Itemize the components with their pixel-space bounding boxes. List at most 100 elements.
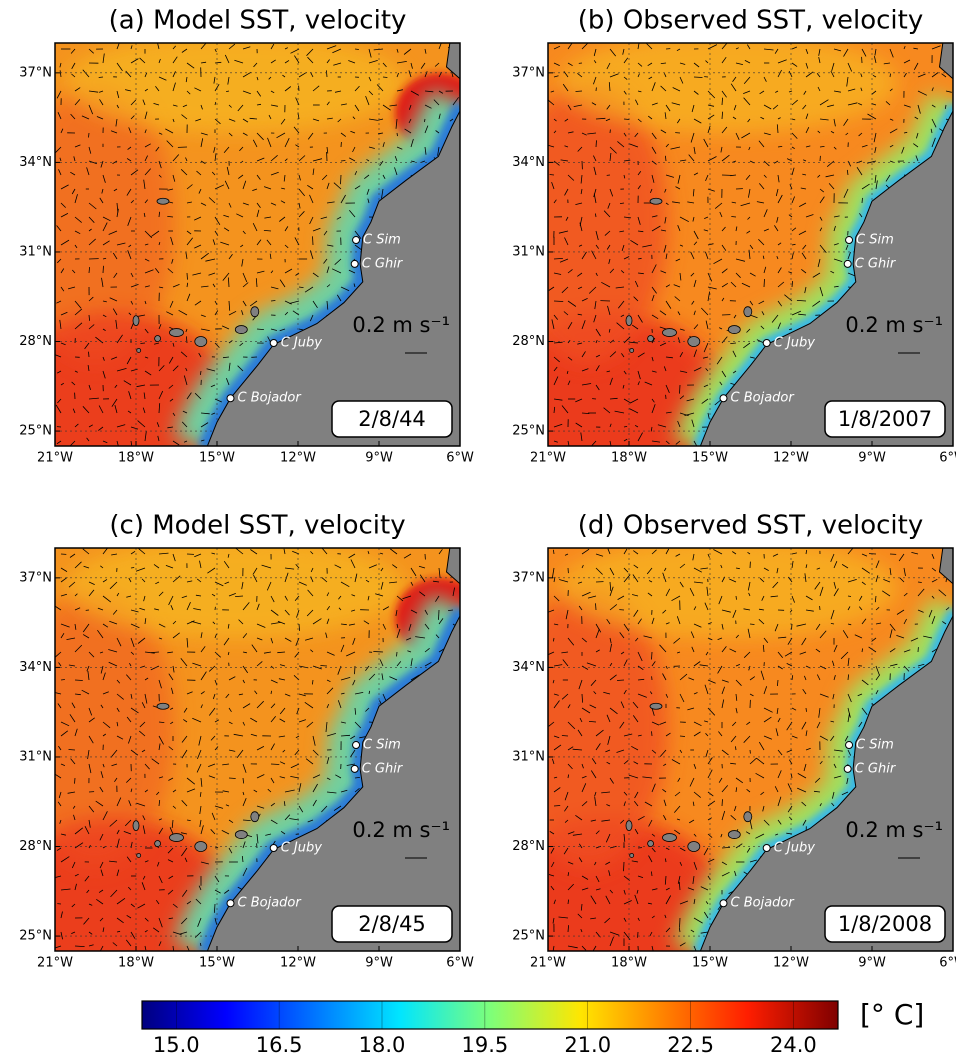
island (235, 831, 247, 839)
cape-label: C Juby (774, 841, 816, 856)
x-tick-label: 9°W (365, 451, 393, 466)
velocity-vector (596, 140, 597, 147)
y-tick-label: 31°N (512, 749, 545, 764)
velocity-vector (61, 680, 65, 681)
map-layer: C SimC GhirC JubyC Bojador0.2 m s⁻¹2/8/4… (0, 28, 487, 493)
island (170, 329, 184, 337)
cape-label: C Bojador (731, 391, 796, 406)
y-tick-label: 37°N (512, 65, 545, 80)
velocity-vector (187, 273, 188, 280)
map-panel: C SimC GhirC JubyC Bojador0.2 m s⁻¹1/8/2… (488, 28, 956, 493)
island (195, 842, 207, 852)
map-layer: C SimC GhirC JubyC Bojador0.2 m s⁻¹2/8/4… (0, 533, 487, 998)
x-tick-label: 6°W (446, 451, 474, 466)
island (251, 307, 259, 317)
cape-marker (846, 742, 853, 749)
cape-marker (763, 340, 770, 347)
scale-label: 0.2 m s⁻¹ (845, 818, 943, 842)
cape-label: C Bojador (238, 391, 303, 406)
velocity-vector (554, 806, 560, 807)
panel-title: (d) Observed SST, velocity (578, 511, 923, 541)
velocity-vector (355, 666, 356, 674)
x-tick-label: 9°W (858, 451, 886, 466)
velocity-vector (75, 778, 76, 784)
date-label: 1/8/2007 (838, 407, 932, 431)
y-tick-label: 34°N (512, 155, 545, 170)
island (648, 336, 654, 342)
date-label: 2/8/45 (358, 912, 426, 936)
cape-marker (353, 742, 360, 749)
cape-label: C Juby (281, 336, 323, 351)
velocity-vector (89, 133, 90, 138)
x-tick-label: 15°W (692, 956, 728, 971)
cape-label: C Sim (856, 233, 894, 248)
velocity-vector (75, 680, 83, 681)
cape-marker (844, 765, 851, 772)
cape-label: C Bojador (238, 896, 303, 911)
x-tick-label: 15°W (199, 451, 235, 466)
velocity-vector (355, 49, 359, 50)
island (155, 841, 161, 847)
velocity-vector (694, 77, 703, 78)
cape-marker (353, 237, 360, 244)
map-panel: C SimC GhirC JubyC Bojador0.2 m s⁻¹1/8/2… (488, 533, 956, 998)
cape-marker (351, 765, 358, 772)
cool-patch (65, 538, 405, 638)
island (744, 812, 752, 822)
velocity-vector (722, 799, 723, 806)
x-tick-label: 6°W (446, 956, 474, 971)
cape-marker (844, 260, 851, 267)
island (650, 703, 662, 709)
y-tick-label: 34°N (512, 660, 545, 675)
velocity-vector (617, 680, 624, 681)
velocity-vector (554, 301, 563, 302)
cape-marker (720, 395, 727, 402)
x-tick-label: 21°W (530, 451, 566, 466)
x-tick-label: 18°W (611, 956, 647, 971)
island (663, 834, 677, 842)
y-tick-label: 28°N (19, 334, 52, 349)
date-label: 2/8/44 (358, 407, 426, 431)
velocity-vector (313, 236, 314, 245)
x-tick-label: 18°W (118, 451, 154, 466)
velocity-vector (736, 596, 737, 600)
colorbar-unit: [° C] (860, 998, 924, 1031)
velocity-vector (680, 385, 681, 394)
cape-label: C Ghir (855, 761, 897, 776)
date-label: 1/8/2008 (838, 912, 932, 936)
cape-marker (846, 237, 853, 244)
map-layer: C SimC GhirC JubyC Bojador0.2 m s⁻¹1/8/2… (488, 533, 956, 998)
cape-marker (227, 900, 234, 907)
x-tick-label: 6°W (939, 451, 956, 466)
velocity-vector (550, 175, 554, 176)
y-tick-label: 28°N (512, 839, 545, 854)
x-tick-label: 21°W (37, 956, 73, 971)
velocity-vector (341, 161, 345, 162)
island (157, 703, 169, 709)
velocity-vector (731, 217, 736, 218)
island (170, 834, 184, 842)
map-panel: C SimC GhirC JubyC Bojador0.2 m s⁻¹2/8/4… (0, 533, 487, 998)
cape-label: C Ghir (362, 761, 404, 776)
cape-marker (270, 845, 277, 852)
island (137, 853, 141, 857)
velocity-vector (848, 596, 851, 597)
y-tick-label: 34°N (19, 660, 52, 675)
island (155, 336, 161, 342)
velocity-vector (576, 91, 583, 92)
island (650, 198, 662, 204)
scale-label: 0.2 m s⁻¹ (845, 313, 943, 337)
island (688, 337, 700, 347)
x-tick-label: 12°W (280, 451, 316, 466)
cape-marker (270, 340, 277, 347)
island (728, 831, 740, 839)
cape-marker (720, 900, 727, 907)
x-tick-label: 15°W (692, 451, 728, 466)
cape-label: C Juby (281, 841, 323, 856)
y-tick-label: 37°N (512, 570, 545, 585)
colorbar (142, 1001, 838, 1029)
velocity-vector (89, 352, 90, 357)
x-tick-label: 21°W (530, 956, 566, 971)
velocity-vector (562, 736, 568, 737)
velocity-vector (862, 198, 863, 203)
